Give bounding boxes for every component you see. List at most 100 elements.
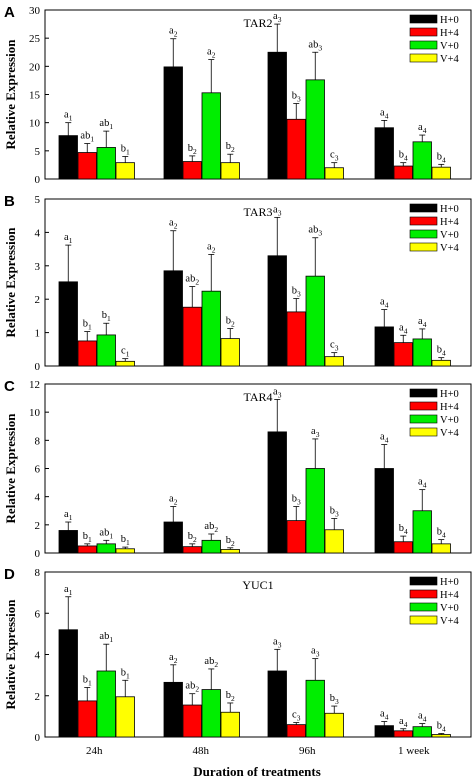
legend-label: H+4 [440,217,460,228]
legend-label: H+0 [440,577,459,588]
significance-label: ab1 [80,131,94,144]
y-tick-label: 25 [29,33,41,45]
legend-label: V+0 [440,41,459,52]
legend-label: V+4 [440,616,460,627]
y-tick-label: 10 [29,407,41,419]
significance-label: c3 [330,340,339,353]
x-tick-label: 96h [299,745,316,757]
y-tick-label: 0 [35,361,41,373]
bar [182,306,202,367]
significance-label: b4 [399,523,408,536]
significance-label: b1 [121,534,130,547]
significance-label: b4 [437,527,446,540]
bar [96,334,116,367]
bar [412,510,432,554]
legend-swatch [409,427,438,437]
legend-swatch [409,203,438,213]
legend-label: H+0 [440,15,459,26]
significance-label: b2 [226,535,235,548]
significance-label: b2 [188,143,197,156]
legend-label: V+0 [440,415,459,426]
significance-label: ab1 [99,631,113,644]
legend-swatch [409,576,438,586]
bar [220,162,240,180]
bar [267,431,287,554]
significance-label: b2 [226,316,235,329]
y-tick-label: 0 [35,732,41,744]
bar [58,135,78,180]
y-tick-label: 4 [35,492,41,504]
y-tick-label: 1 [35,328,41,340]
legend-label: V+0 [440,603,459,614]
legend-swatch [409,401,438,411]
panel-letter: C [4,378,15,395]
significance-label: a4 [418,477,427,490]
significance-label: a2 [169,26,178,39]
bar [201,689,221,738]
bar [201,539,221,554]
significance-label: b2 [226,690,235,703]
panel-letter: B [4,193,15,210]
bar [182,704,202,738]
significance-label: a3 [273,636,282,649]
y-tick-label: 2 [35,520,41,532]
bar [163,521,183,554]
significance-label: b1 [83,675,92,688]
bar [77,340,97,367]
legend-label: V+4 [440,243,460,254]
bar [374,127,394,180]
y-tick-label: 2 [35,294,41,306]
panel-letter: D [4,566,15,583]
bar [286,724,306,738]
bar [77,545,97,554]
bar [220,711,240,738]
y-tick-label: 8 [35,567,41,579]
y-tick-label: 30 [29,5,41,17]
significance-label: ab2 [204,521,218,534]
bar [374,468,394,554]
significance-label: ab2 [185,681,199,694]
bar [267,670,287,738]
y-tick-label: 5 [35,146,41,158]
y-tick-label: 10 [29,118,41,130]
significance-label: ab2 [204,656,218,669]
significance-label: b1 [121,143,130,156]
significance-label: ab1 [99,118,113,131]
significance-label: b3 [330,693,339,706]
legend-swatch [409,216,438,226]
significance-label: ab3 [308,225,322,238]
y-tick-label: 12 [29,379,40,391]
significance-label: b1 [83,531,92,544]
significance-label: ab1 [99,527,113,540]
significance-label: a3 [311,646,320,659]
chart-panel-c: C 0 2 4 6 8 10 12 Relative Expression TAR4 a1 b1 ab1… [3,378,472,560]
significance-label: b4 [399,150,408,163]
bar [182,546,202,554]
y-tick-label: 4 [35,227,41,239]
legend-swatch [409,615,438,625]
significance-label: b2 [188,531,197,544]
bar [431,359,451,367]
significance-label: b1 [83,319,92,332]
bar [182,161,202,180]
significance-label: a4 [380,432,389,445]
legend-swatch [409,242,438,252]
bar [393,342,413,367]
bar [267,255,287,367]
significance-label: a1 [64,584,73,597]
bar [431,734,451,738]
chart-panel-b: B 0 1 2 3 4 5 Relative Expression TAR3 a1 b1 b1 c1 a2… [3,193,472,373]
bar [412,726,432,738]
bar [58,629,78,738]
significance-label: a2 [169,494,178,507]
legend-label: H+0 [440,389,459,400]
significance-label: a4 [380,107,389,120]
significance-label: a4 [418,316,427,329]
bar [115,548,135,554]
significance-label: a4 [399,716,408,729]
panel-title: YUC1 [242,578,273,592]
bar [115,360,135,367]
bar [393,165,413,180]
bar [96,147,116,180]
